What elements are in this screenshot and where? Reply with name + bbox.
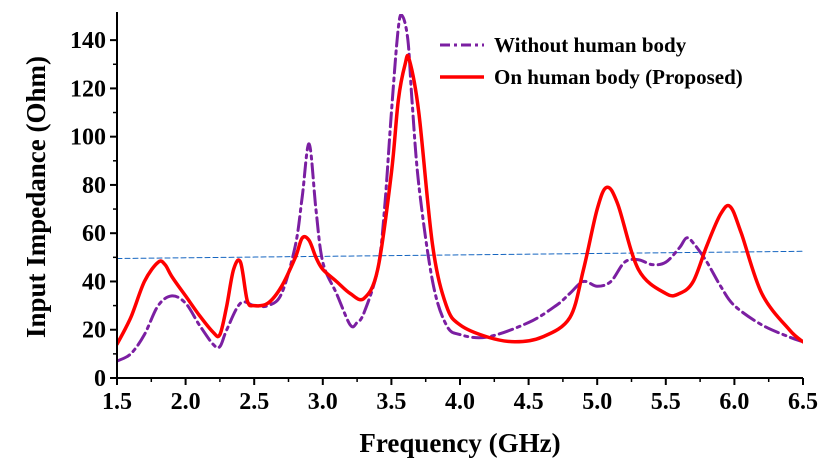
- x-tick-label: 2.0: [171, 389, 201, 415]
- x-tick-label: 6.0: [719, 389, 749, 415]
- reference-line-50-ohm: [117, 250, 803, 259]
- y-tick-label: 120: [70, 76, 106, 102]
- y-tick-label: 20: [82, 318, 106, 344]
- y-axis-title: Input Impedance (Ohm): [21, 56, 51, 338]
- legend-label-on-human-body: On human body (Proposed): [494, 65, 743, 89]
- x-tick-label: 1.5: [102, 389, 132, 415]
- x-tick-label: 5.5: [651, 389, 681, 415]
- legend-label-without-human-body: Without human body: [494, 33, 687, 57]
- legend: Without human body On human body (Propos…: [440, 33, 743, 89]
- series-line-on-human-body: [117, 53, 803, 346]
- x-tick-label: 5.0: [582, 389, 612, 415]
- y-tick-label: 100: [70, 125, 106, 151]
- plot-lines: [117, 14, 803, 363]
- x-tick-label: 3.0: [308, 389, 338, 415]
- tick-labels: 1.5 2.0 2.5 3.0 3.5 4.0 4.5 5.0 5.5 6.0 6.5 0 20 40 60…: [70, 28, 818, 415]
- x-tick-label: 4.5: [514, 389, 544, 415]
- series-line-without-human-body: [117, 14, 803, 363]
- y-tick-label: 40: [82, 269, 106, 295]
- axes: [110, 12, 804, 385]
- y-tick-label: 60: [82, 221, 106, 247]
- x-tick-label: 6.5: [788, 389, 818, 415]
- x-tick-label: 3.5: [376, 389, 406, 415]
- x-axis-title: Frequency (GHz): [359, 428, 560, 458]
- x-tick-label: 2.5: [239, 389, 269, 415]
- y-tick-label: 140: [70, 28, 106, 54]
- x-tick-label: 4.0: [445, 389, 475, 415]
- y-tick-label: 80: [82, 173, 106, 199]
- y-tick-label: 0: [94, 366, 106, 392]
